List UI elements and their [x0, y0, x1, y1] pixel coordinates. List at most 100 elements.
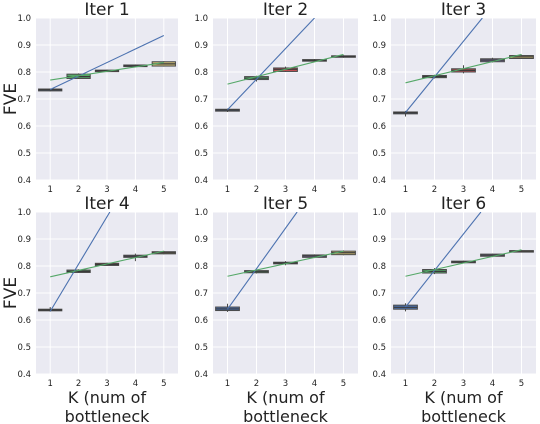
subplot-1: 0.4 0.5 0.6 0.7 0.8 0.9 1.0 1 2 3 4 5 Iter 1 FVE [1, 0, 178, 195]
y-tick-label: 0.9 [17, 41, 31, 51]
y-tick-label: 0.6 [194, 316, 208, 326]
box-k1 [215, 108, 240, 112]
y-tick-label: 0.4 [194, 176, 208, 186]
y-tick-label: 0.5 [194, 149, 208, 159]
fit-line-blue [405, 18, 483, 113]
x-tick-label: 3 [104, 185, 109, 195]
x-tick-label: 3 [461, 185, 466, 195]
x-axis-label: K (num ofbottlenecknodes) [65, 388, 151, 424]
y-tick-label: 0.7 [17, 289, 31, 299]
y-tick-label: 0.6 [17, 122, 31, 132]
x-tick-label: 4 [133, 185, 138, 195]
y-tick-label: 0.7 [194, 289, 208, 299]
x-tick-label: 2 [76, 185, 81, 195]
subplot-3: 0.4 0.5 0.6 0.7 0.8 0.9 1.0 1 2 3 4 5 Iter 3 [372, 0, 536, 195]
y-tick-label: 0.8 [372, 68, 386, 78]
x-axis-label: K (num ofbottlenecknodes) [243, 388, 329, 424]
x-tick-label: 5 [341, 185, 346, 195]
y-tick-label: 0.5 [17, 343, 31, 353]
y-tick-label: 0.6 [372, 316, 386, 326]
y-tick-label: 0.9 [17, 235, 31, 245]
subplot-4: 0.4 0.5 0.6 0.7 0.8 0.9 1.0 1 2 3 4 5 Iter 4 FVE K (nu… [1, 194, 178, 424]
x-tick-label: 3 [104, 379, 109, 389]
subplot-title: Iter 5 [263, 194, 308, 214]
y-tick-label: 0.9 [194, 41, 208, 51]
subplot-5: 0.4 0.5 0.6 0.7 0.8 0.9 1.0 1 2 3 4 5 Iter 5 K (num o… [194, 194, 358, 424]
x-tick-label: 4 [312, 379, 317, 389]
y-tick-label: 0.7 [372, 95, 386, 105]
y-tick-label: 0.4 [17, 370, 31, 380]
y-tick-label: 0.9 [194, 235, 208, 245]
y-tick-label: 0.4 [17, 176, 31, 186]
y-tick-label: 0.8 [372, 262, 386, 272]
y-tick-label: 0.7 [194, 95, 208, 105]
fit-line-blue [405, 212, 482, 308]
fit-line-blue [49, 212, 111, 312]
fit-line-blue [227, 18, 315, 111]
x-tick-label: 1 [47, 379, 52, 389]
y-tick-label: 0.4 [194, 370, 208, 380]
y-tick-label: 0.6 [17, 316, 31, 326]
y-tick-label: 1.0 [372, 208, 386, 218]
fit-line-green [50, 250, 164, 278]
x-tick-label: 5 [519, 379, 524, 389]
fit-line-green [50, 62, 164, 81]
x-tick-label: 3 [283, 379, 288, 389]
y-tick-label: 1.0 [194, 14, 208, 24]
box-k1 [38, 88, 63, 92]
x-tick-label: 4 [312, 185, 317, 195]
y-tick-label: 0.5 [372, 149, 386, 159]
y-axis-label: FVE [1, 83, 21, 115]
fit-line-green [227, 250, 344, 277]
y-tick-label: 0.9 [372, 41, 386, 51]
y-tick-label: 0.6 [372, 122, 386, 132]
y-tick-label: 0.6 [194, 122, 208, 132]
y-tick-label: 0.7 [17, 95, 31, 105]
y-tick-label: 0.5 [194, 343, 208, 353]
x-tick-label: 5 [519, 185, 524, 195]
fit-line-green [405, 53, 522, 84]
y-tick-label: 0.8 [194, 262, 208, 272]
subplot-title: Iter 3 [441, 0, 486, 20]
fit-line-blue [49, 35, 165, 91]
x-tick-label: 2 [254, 379, 259, 389]
y-tick-label: 0.8 [17, 68, 31, 78]
y-tick-label: 0.9 [372, 235, 386, 245]
x-tick-label: 1 [403, 379, 408, 389]
x-tick-label: 3 [283, 185, 288, 195]
y-tick-label: 0.5 [17, 149, 31, 159]
y-tick-label: 0.8 [17, 262, 31, 272]
x-tick-label: 2 [254, 185, 259, 195]
y-tick-label: 0.7 [372, 289, 386, 299]
y-tick-label: 0.4 [372, 370, 386, 380]
y-tick-label: 1.0 [17, 14, 31, 24]
subplot-6: 0.4 0.5 0.6 0.7 0.8 0.9 1.0 1 2 3 4 5 Iter 6 K (num o… [372, 194, 536, 424]
x-tick-label: 4 [490, 185, 495, 195]
y-tick-label: 1.0 [194, 208, 208, 218]
x-tick-label: 4 [133, 379, 138, 389]
subplot-title: Iter 4 [84, 194, 129, 214]
x-tick-label: 5 [161, 379, 166, 389]
x-tick-label: 1 [403, 185, 408, 195]
x-tick-label: 5 [161, 185, 166, 195]
x-tick-label: 1 [47, 185, 52, 195]
y-axis-label: FVE [1, 277, 21, 309]
subplot-title: Iter 1 [84, 0, 129, 20]
y-tick-label: 1.0 [372, 14, 386, 24]
subplot-title: Iter 6 [441, 194, 486, 214]
x-tick-label: 5 [341, 379, 346, 389]
x-axis-label: K (num ofbottlenecknodes) [421, 388, 507, 424]
x-tick-label: 2 [432, 185, 437, 195]
x-tick-label: 2 [76, 379, 81, 389]
box-k1 [393, 303, 418, 312]
x-tick-label: 1 [225, 185, 230, 195]
y-tick-label: 0.5 [372, 343, 386, 353]
x-tick-label: 2 [432, 379, 437, 389]
y-tick-label: 0.4 [372, 176, 386, 186]
x-tick-label: 1 [225, 379, 230, 389]
fit-line-blue [227, 212, 298, 310]
y-tick-label: 0.8 [194, 68, 208, 78]
x-tick-label: 4 [490, 379, 495, 389]
fit-line-green [405, 249, 522, 277]
